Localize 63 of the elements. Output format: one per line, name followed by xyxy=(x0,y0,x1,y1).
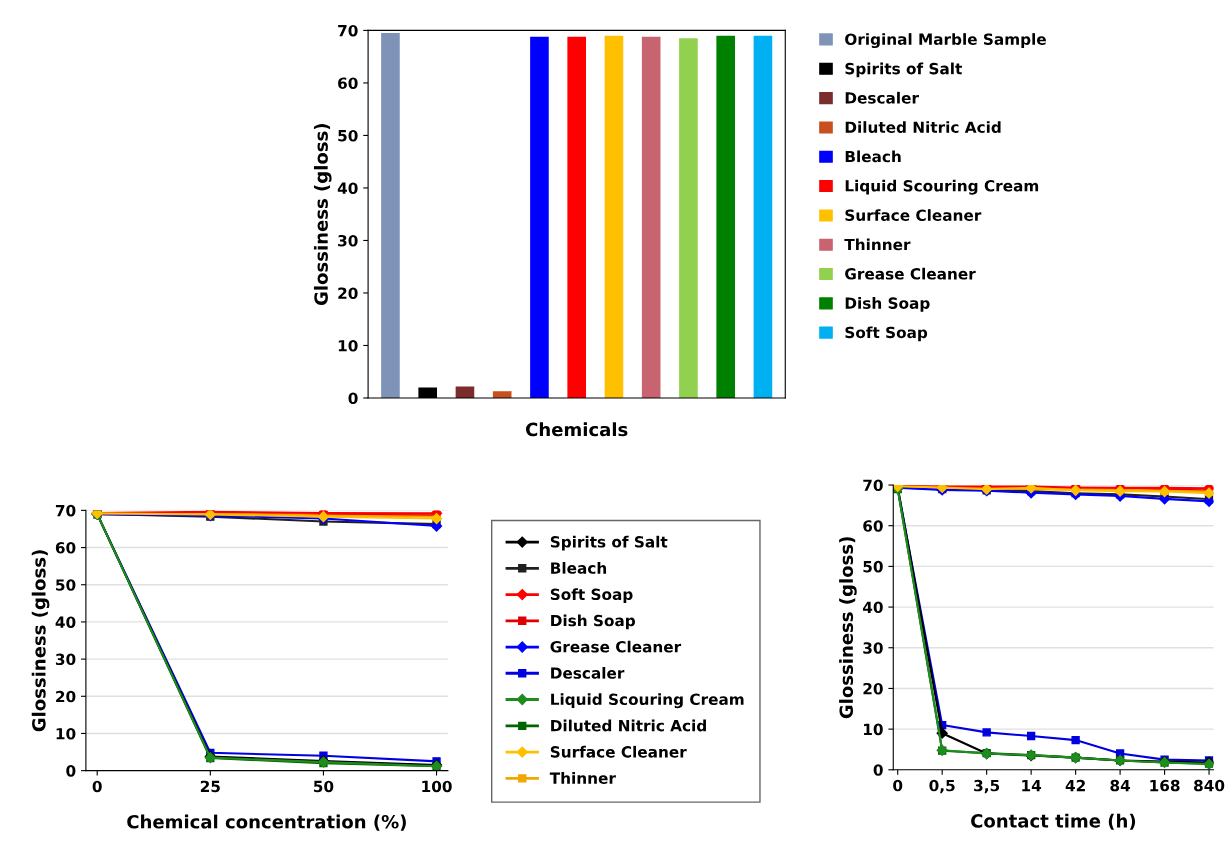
x-tick-label: 0 xyxy=(893,779,903,792)
x-tick-label: 0,5 xyxy=(929,779,955,794)
legend-label: Soft Soap xyxy=(550,588,633,604)
legend-label: Bleach xyxy=(845,150,901,163)
legend-label: Bleach xyxy=(551,562,607,574)
x-tick-label: 84 xyxy=(1110,779,1131,792)
y-tick-label: 40 xyxy=(337,182,358,194)
y-tick-label: 20 xyxy=(56,690,76,703)
x-axis-title: Chemicals xyxy=(526,422,628,437)
legend-label: Descaler xyxy=(845,91,919,104)
y-tick-label: 70 xyxy=(338,24,358,37)
y-tick-label: 70 xyxy=(863,479,883,492)
y-tick-label: 50 xyxy=(56,579,76,591)
legend-label: Diluted Nitric Acid xyxy=(551,719,706,732)
legend-label: Original Marble Sample xyxy=(845,33,1046,49)
x-tick-label: 0 xyxy=(92,780,102,793)
legend-label: Dish Soap xyxy=(845,297,930,312)
legend-label: Thinner xyxy=(549,772,616,784)
y-tick-label: 20 xyxy=(338,287,358,299)
x-tick-label: 42 xyxy=(1065,779,1085,792)
y-tick-label: 30 xyxy=(338,234,358,247)
legend-label: Grease Cleaner xyxy=(550,640,682,653)
legend-label: Descaler xyxy=(551,667,625,679)
y-tick-label: 50 xyxy=(863,560,883,573)
x-axis-title: Chemical concentration (%) xyxy=(127,814,406,831)
y-tick-label: 20 xyxy=(863,682,883,695)
y-axis-title: Glossiness (gloss) xyxy=(839,537,857,719)
y-tick-label: 40 xyxy=(55,616,76,628)
y-tick-label: 0 xyxy=(348,392,358,405)
y-tick-label: 30 xyxy=(863,642,883,654)
x-tick-label: 840 xyxy=(1194,779,1225,792)
y-tick-label: 10 xyxy=(338,339,358,352)
x-tick-label: 50 xyxy=(313,780,334,793)
x-tick-label: 25 xyxy=(200,780,220,793)
legend-label: Soft Soap xyxy=(845,326,928,342)
y-tick-label: 40 xyxy=(862,601,883,614)
y-tick-label: 10 xyxy=(56,727,76,740)
y-tick-label: 30 xyxy=(55,653,76,666)
legend-label: Grease Cleaner xyxy=(845,267,976,280)
legend-label: Dish Soap xyxy=(551,614,636,630)
y-tick-label: 0 xyxy=(66,765,76,777)
legend-label: Spirits of Salt xyxy=(550,535,668,551)
y-tick-label: 60 xyxy=(863,520,883,532)
y-axis-title: Glossiness (gloss) xyxy=(313,124,332,306)
y-tick-label: 10 xyxy=(864,723,883,736)
x-tick-label: 3,5 xyxy=(974,779,1000,794)
legend-label: Surface Cleaner xyxy=(550,745,687,758)
legend-label: Liquid Scouring Cream xyxy=(551,693,744,709)
x-axis-title: Contact time (h) xyxy=(971,813,1136,830)
legend-label: Surface Cleaner xyxy=(845,209,982,222)
x-tick-label: 168 xyxy=(1150,779,1180,792)
y-tick-label: 60 xyxy=(338,77,358,89)
y-tick-label: 50 xyxy=(338,129,358,142)
legend-label: Liquid Scouring Cream xyxy=(845,179,1039,195)
y-tick-label: 60 xyxy=(55,542,76,554)
y-tick-label: 0 xyxy=(873,764,883,776)
legend-label: Thinner xyxy=(844,238,911,251)
x-tick-label: 100 xyxy=(422,780,452,793)
x-tick-label: 14 xyxy=(1022,779,1042,792)
legend-label: Diluted Nitric Acid xyxy=(845,121,1001,133)
y-axis-title: Glossiness (gloss) xyxy=(31,550,50,732)
y-tick-label: 70 xyxy=(55,504,76,517)
legend-label: Spirits of Salt xyxy=(845,62,962,78)
